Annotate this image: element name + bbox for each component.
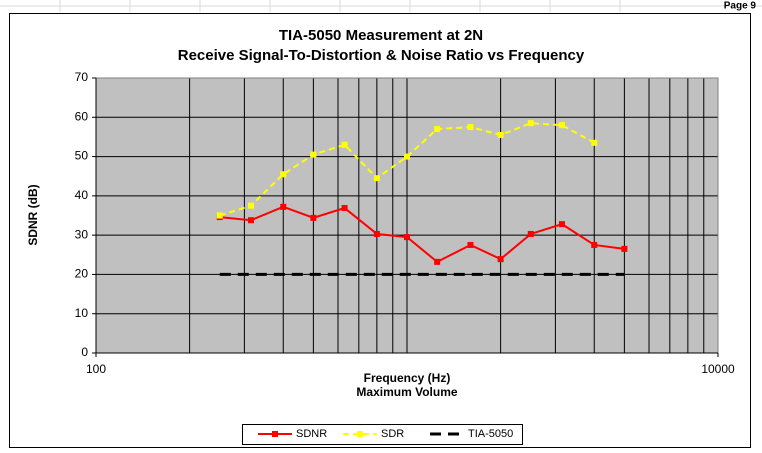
y-tick-label: 20 <box>75 267 89 281</box>
point-marker <box>434 126 441 133</box>
point-marker <box>558 122 565 129</box>
point-marker <box>247 217 254 224</box>
point-marker <box>216 212 223 219</box>
x-tick-label: 10000 <box>701 362 735 376</box>
point-marker <box>621 245 628 252</box>
legend-label: SDNR <box>296 428 327 440</box>
point-marker <box>558 221 565 228</box>
chart-title: TIA-5050 Measurement at 2N <box>279 27 483 44</box>
point-marker <box>280 203 287 210</box>
legend-label: SDR <box>381 428 404 440</box>
x-tick-label: 100 <box>86 362 106 376</box>
point-marker <box>467 241 474 248</box>
y-tick-label: 50 <box>75 149 89 163</box>
point-marker <box>247 202 254 209</box>
point-marker <box>280 171 287 178</box>
y-tick-label: 0 <box>81 345 88 359</box>
point-marker <box>404 234 410 241</box>
point-marker <box>527 120 534 127</box>
point-marker <box>341 205 348 212</box>
legend-marker <box>357 431 363 437</box>
x-axis-label: Frequency (Hz) <box>364 371 451 385</box>
legend-box <box>242 424 523 445</box>
page-label: Page 9 <box>724 1 757 12</box>
series-line <box>219 205 625 264</box>
point-marker <box>310 151 317 158</box>
chart-subtitle: Receive Signal-To-Distortion & Noise Rat… <box>178 47 585 64</box>
point-marker <box>591 241 598 248</box>
y-axis-label: SDNR (dB) <box>26 184 40 245</box>
point-marker <box>497 256 504 263</box>
sheet-grid <box>0 0 762 12</box>
x-axis-label-2: Maximum Volume <box>356 385 457 399</box>
point-marker <box>591 139 598 146</box>
point-marker <box>373 175 380 182</box>
y-tick-label: 30 <box>75 227 89 241</box>
y-tick-label: 10 <box>75 306 89 320</box>
point-marker <box>434 258 441 265</box>
point-marker <box>527 230 534 237</box>
legend-marker <box>272 431 278 437</box>
y-tick-label: 40 <box>75 188 89 202</box>
legend-label: TIA-5050 <box>468 428 513 440</box>
point-marker <box>467 124 474 131</box>
point-marker <box>310 214 317 221</box>
point-marker <box>404 153 410 160</box>
point-marker <box>373 230 380 237</box>
y-tick-label: 60 <box>75 109 89 123</box>
y-tick-label: 70 <box>75 70 89 84</box>
point-marker <box>341 141 348 148</box>
point-marker <box>497 131 504 138</box>
